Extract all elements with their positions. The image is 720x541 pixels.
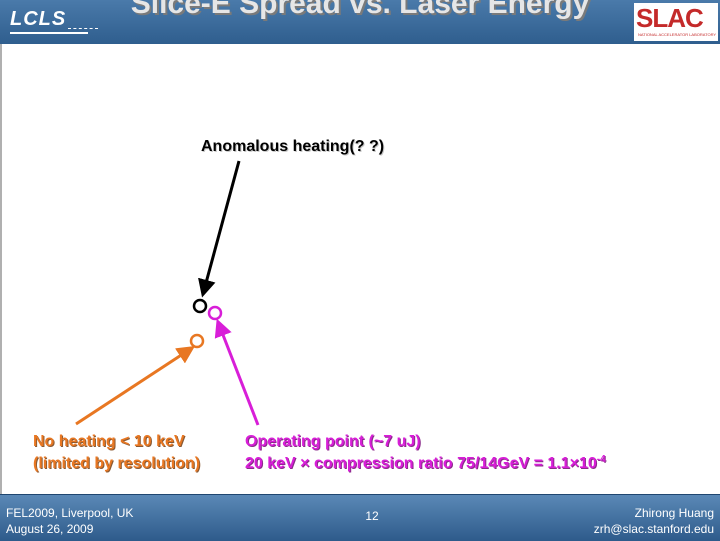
page-number: 12 [365, 509, 379, 523]
footer-right: Zhirong Huang zrh@slac.stanford.edu [594, 505, 714, 537]
marker-black [192, 298, 208, 314]
arrow-no-heating [75, 346, 196, 426]
annotation-arrows [75, 160, 260, 426]
no-heating-line1: No heating < 10 keV [33, 433, 185, 450]
operating-line1: Operating point (~7 uJ) [245, 433, 421, 450]
marker-orange [189, 333, 205, 349]
annotation-no-heating: No heating < 10 keV (limited by resoluti… [33, 431, 200, 475]
slac-logo-subtitle: NATIONAL ACCELERATOR LABORATORY [638, 32, 717, 37]
slide-header: LCLS SLAC NATIONAL ACCELERATOR LABORATOR… [0, 0, 720, 44]
footer-email: zrh@slac.stanford.edu [593, 522, 714, 536]
marker-magenta [207, 305, 223, 321]
annotation-anomalous-heating: Anomalous heating(? ?) [201, 138, 385, 155]
left-border-line [0, 44, 2, 494]
arrow-operating-point [214, 318, 260, 426]
lcls-logo: LCLS [10, 6, 98, 36]
operating-line2: 20 keV × compression ratio 75/14GeV = 1.… [245, 453, 606, 475]
footer-date: August 26, 2009 [6, 522, 94, 536]
operating-line2-exponent: -4 [596, 454, 606, 465]
operating-line2-text: 20 keV × compression ratio 75/14GeV = 1.… [245, 455, 597, 472]
footer-left: FEL2009, Liverpool, UK August 26, 2009 [6, 505, 133, 537]
lcls-logo-dash [68, 28, 98, 30]
lcls-logo-underline [10, 32, 88, 34]
footer-conference: FEL2009, Liverpool, UK [6, 506, 134, 520]
slide-title: Slice-E Spread vs. Laser Energy [130, 0, 590, 20]
lcls-logo-text: LCLS [10, 8, 67, 30]
annotation-operating-point: Operating point (~7 uJ) 20 keV × compres… [245, 431, 606, 475]
footer-author: Zhirong Huang [634, 506, 714, 520]
arrow-anomalous-heating [198, 160, 241, 298]
slac-logo: SLAC NATIONAL ACCELERATOR LABORATORY [634, 3, 718, 41]
slide-footer: FEL2009, Liverpool, UK August 26, 2009 1… [0, 494, 720, 541]
no-heating-line2: (limited by resolution) [33, 455, 201, 472]
slac-logo-text: SLAC [636, 3, 704, 33]
